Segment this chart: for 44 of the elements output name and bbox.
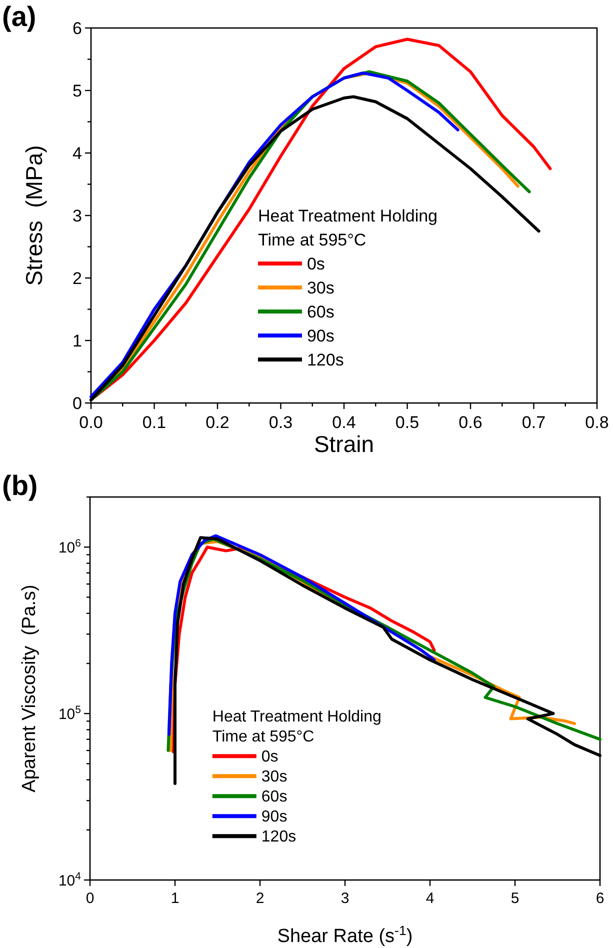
y-tick-label: 10$^{4}$ [58,870,82,890]
x-tick-label: 0.5 [395,413,420,432]
legend-label: 120s [261,828,296,846]
x-tick-label: 0.7 [522,413,546,432]
x-tick-label: 5 [510,890,520,907]
x-tick-label: 0 [86,890,94,907]
legend-label: 90s [306,326,334,346]
y-axis-title: Stress (MPa) [21,145,47,286]
x-tick-label: 1 [170,890,180,907]
legend-label: 90s [261,808,288,826]
x-tick-label: 4 [426,890,434,907]
legend-label: 60s [306,302,334,322]
x-axis-title: Shear Rate (s$^{-1}$) [277,922,413,947]
legend-label: 0s [306,254,325,274]
x-tick-label: 0.4 [332,413,356,432]
chart-title: (a) [2,1,36,32]
x-tick-label: 6 [596,890,604,907]
x-tick-label: 0.0 [79,413,103,432]
y-tick-label: 3 [72,206,82,226]
y-tick-label: 4 [72,144,82,163]
x-tick-label: 2 [256,890,264,907]
x-tick-label: 0.8 [585,413,609,432]
y-axis-title: Aparent Viscosity (Pa.s) [19,584,40,792]
y-tick-label: 10$^{5}$ [58,704,82,723]
x-tick-label: 0.2 [206,413,230,432]
x-tick-label: 0.6 [458,413,482,432]
y-tick-label: 10$^{6}$ [58,537,82,556]
legend-label: 30s [306,278,334,298]
x-tick-label: 3 [340,890,350,907]
legend-label: 0s [261,748,278,766]
x-tick-label: 0.3 [268,413,293,432]
y-tick-label: 1 [72,331,82,350]
legend-label: 120s [306,350,344,370]
chart-title: (b) [2,470,38,501]
x-tick-label: 0.1 [142,413,166,432]
legend-title: Heat Treatment Holding Time at 595°C [258,206,438,250]
y-tick-label: 6 [72,18,82,38]
y-tick-label: 2 [72,268,82,288]
legend-label: 30s [261,768,288,786]
y-tick-label: 5 [72,81,82,100]
y-tick-label: 0 [72,394,82,413]
x-axis-title: Strain [314,431,374,457]
legend-label: 60s [261,788,288,806]
legend-title: Heat Treatment Holding Time at 595°C [212,708,382,746]
